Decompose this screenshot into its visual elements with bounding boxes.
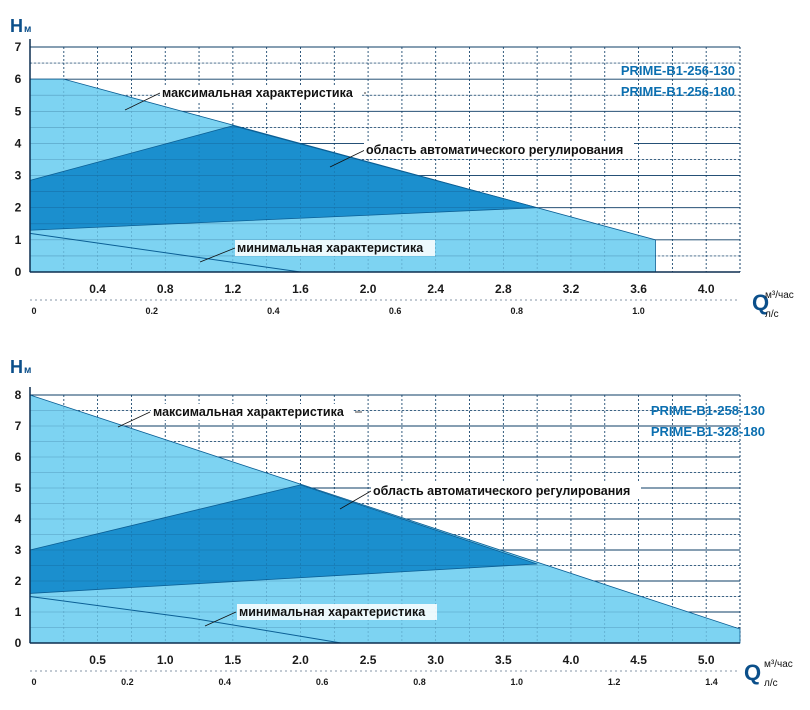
x-unit-secondary: л/с: [765, 309, 779, 320]
x-secondary-tick-label: 0.4: [218, 677, 231, 687]
y-tick-label: 6: [15, 450, 22, 464]
x-tick-label: 1.5: [225, 653, 242, 667]
x-tick-label: 2.5: [360, 653, 377, 667]
x-tick-label: 3.2: [563, 282, 580, 296]
annotation-min: минимальная характеристика: [239, 605, 426, 619]
min-characteristic-line: [29, 232, 301, 273]
grid-overlay: [29, 394, 741, 644]
annotation-leader: [124, 92, 161, 111]
y-tick-label: 8: [15, 388, 22, 402]
model-label: PRIME-B1-256-130: [621, 63, 735, 78]
x-secondary-tick-label: 0.2: [121, 677, 134, 687]
x-secondary-tick-label: 1.0: [632, 306, 645, 316]
annotation-leader: [117, 411, 151, 428]
x-secondary-tick-label: 0.4: [267, 306, 280, 316]
annotation-leader: [204, 611, 237, 627]
x-tick-label: 2.4: [427, 282, 444, 296]
x-tick-label: 1.6: [292, 282, 309, 296]
x-tick-label: 1.2: [225, 282, 242, 296]
y-tick-label: 5: [15, 104, 22, 118]
annotation-max: максимальная характеристика: [162, 86, 354, 100]
annotation-min: минимальная характеристика: [237, 241, 424, 255]
x-tick-label: 2.8: [495, 282, 512, 296]
y-tick-label: 6: [15, 72, 22, 86]
annotation-background: [371, 483, 641, 499]
x-tick-label: 4.5: [630, 653, 647, 667]
x-unit-primary: м³/час: [765, 290, 794, 301]
y-tick-label: 4: [15, 136, 22, 150]
annotation-leader: [339, 490, 372, 510]
x-secondary-tick-label: 1.4: [705, 677, 718, 687]
x-tick-label: 3.0: [427, 653, 444, 667]
x-tick-label: 0.5: [89, 653, 106, 667]
y-tick-label: 0: [15, 265, 22, 279]
annotation-leader: [199, 247, 236, 263]
x-axis-label: Q: [744, 660, 761, 685]
annotation-background: [160, 85, 362, 101]
x-tick-label: 5.0: [698, 653, 715, 667]
x-tick-label: 4.0: [698, 282, 715, 296]
x-secondary-tick-label: 0.8: [413, 677, 426, 687]
model-label: PRIME-B1-328-180: [651, 424, 765, 439]
x-secondary-tick-label: 0.8: [511, 306, 524, 316]
x-secondary-tick-label: 1.0: [511, 677, 524, 687]
y-tick-label: 5: [15, 481, 22, 495]
y-tick-label: 4: [15, 512, 22, 526]
model-label: PRIME-B1-258-130: [651, 403, 765, 418]
annotation-background: [151, 404, 353, 420]
y-tick-label: 3: [15, 543, 22, 557]
x-secondary-tick-label: 0.2: [145, 306, 158, 316]
y-axis-unit: м: [24, 365, 31, 376]
x-secondary-tick-label: 0.6: [389, 306, 402, 316]
y-axis-unit: м: [24, 24, 31, 35]
x-tick-label: 0.4: [89, 282, 106, 296]
x-tick-label: 1.0: [157, 653, 174, 667]
annotation-max: максимальная характеристика: [153, 405, 345, 419]
x-unit-secondary: л/с: [764, 678, 778, 689]
y-tick-label: 3: [15, 169, 22, 183]
x-secondary-tick-label: 0: [31, 306, 36, 316]
x-tick-label: 4.0: [563, 653, 580, 667]
y-tick-label: 2: [15, 201, 22, 215]
x-secondary-tick-label: 0: [31, 677, 36, 687]
x-unit-primary: м³/час: [764, 659, 793, 670]
annotation-background: [364, 142, 634, 158]
x-secondary-tick-label: 1.2: [608, 677, 621, 687]
annotation-leader: [329, 149, 366, 168]
y-tick-label: 1: [15, 605, 22, 619]
x-tick-label: 0.8: [157, 282, 174, 296]
annotation-auto: область автоматического регулирования: [373, 484, 630, 498]
y-axis-label: H: [10, 357, 23, 377]
y-tick-label: 7: [15, 40, 22, 54]
x-tick-label: 2.0: [360, 282, 377, 296]
x-axis-label: Q: [752, 290, 769, 315]
annotation-auto: область автоматического регулирования: [366, 143, 623, 157]
annotation-background: [237, 604, 437, 620]
y-tick-label: 0: [15, 636, 22, 650]
min-characteristic-line: [29, 596, 342, 644]
y-tick-label: 2: [15, 574, 22, 588]
y-tick-label: 1: [15, 233, 22, 247]
grid-overlay: [29, 46, 741, 273]
annotation-background: [235, 240, 435, 256]
x-tick-label: 2.0: [292, 653, 309, 667]
model-label: PRIME-B1-256-180: [621, 84, 735, 99]
x-tick-label: 3.5: [495, 653, 512, 667]
y-tick-label: 7: [15, 419, 22, 433]
y-axis-label: H: [10, 16, 23, 36]
x-secondary-tick-label: 0.6: [316, 677, 329, 687]
x-tick-label: 3.6: [630, 282, 647, 296]
